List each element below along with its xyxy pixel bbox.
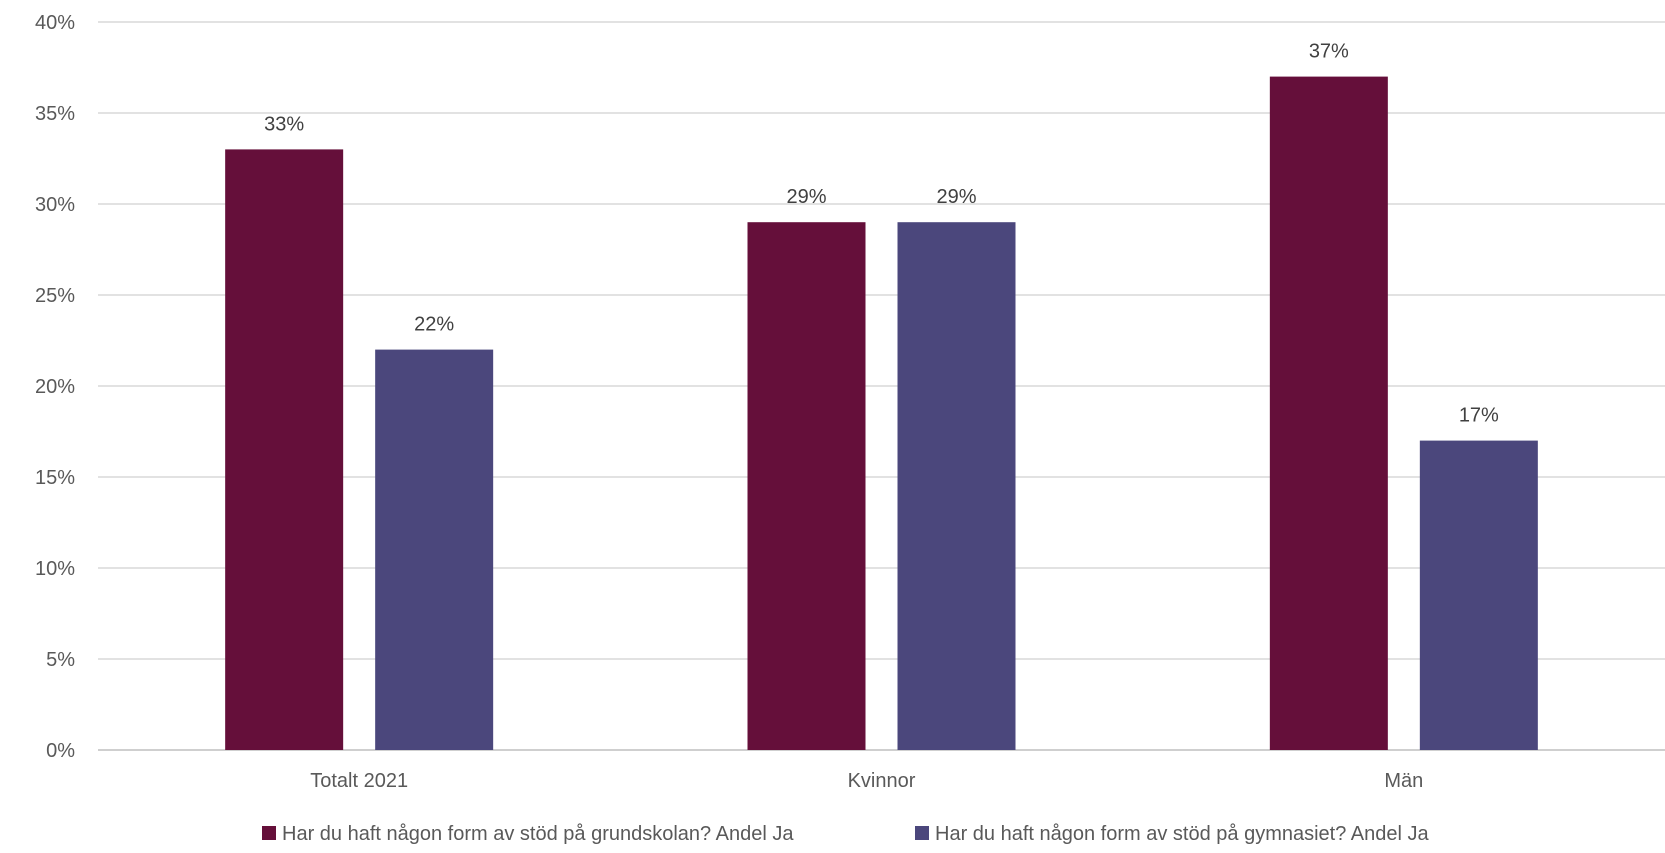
y-tick-label: 35% (35, 103, 75, 125)
legend-swatch (262, 826, 276, 840)
bar (897, 222, 1016, 750)
data-label: 17% (1459, 405, 1499, 427)
y-tick-label: 5% (46, 649, 75, 671)
gridlines (98, 21, 1665, 751)
data-label: 37% (1309, 41, 1349, 63)
legend-label: Har du haft någon form av stöd på gymnas… (935, 823, 1430, 845)
data-label: 33% (264, 113, 304, 135)
data-labels: 33% 22% 29% 29% 37% 17% (264, 41, 1499, 427)
y-tick-label: 15% (35, 467, 75, 489)
y-tick-label: 20% (35, 376, 75, 398)
x-tick-label: Kvinnor (848, 770, 916, 792)
legend-swatch (915, 826, 929, 840)
bars (225, 76, 1538, 751)
y-tick-label: 40% (35, 12, 75, 34)
data-label: 22% (414, 314, 454, 336)
bar (1269, 76, 1388, 751)
x-tick-label: Män (1384, 770, 1423, 792)
legend: Har du haft någon form av stöd på grunds… (262, 823, 1430, 845)
x-tick-label: Totalt 2021 (310, 770, 408, 792)
y-axis-tick-labels: 0% 5% 10% 15% 20% 25% 30% 35% 40% (35, 12, 75, 762)
bar (225, 149, 344, 750)
bar (375, 349, 494, 750)
data-label: 29% (936, 186, 976, 208)
y-tick-label: 0% (46, 740, 75, 762)
bar (1419, 440, 1538, 750)
data-label: 29% (786, 186, 826, 208)
y-tick-label: 25% (35, 285, 75, 307)
bar (747, 222, 866, 750)
y-tick-label: 30% (35, 194, 75, 216)
x-axis-category-labels: Totalt 2021 Kvinnor Män (310, 770, 1423, 792)
legend-label: Har du haft någon form av stöd på grunds… (282, 823, 794, 845)
y-tick-label: 10% (35, 558, 75, 580)
